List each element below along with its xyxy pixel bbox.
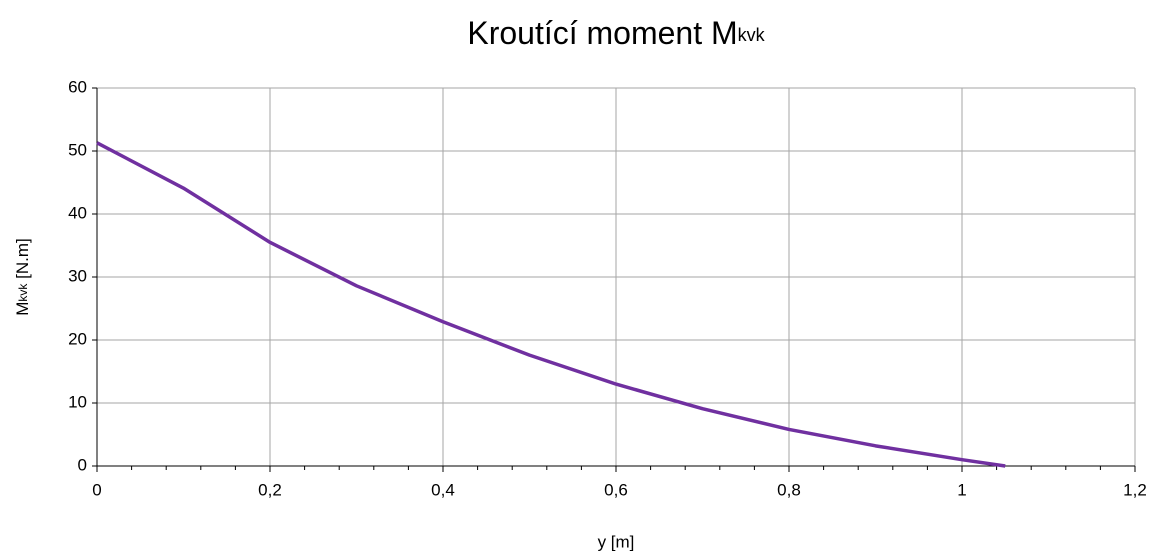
x-tick-label: 1,2 [1123, 480, 1147, 499]
y-tick-label: 40 [68, 203, 87, 222]
title-sub: kvk [738, 25, 766, 45]
y-tick-label: 50 [68, 140, 87, 159]
y-tick-label: 30 [68, 266, 87, 285]
x-tick-label: 0,4 [431, 480, 455, 499]
y-tick-label: 60 [68, 77, 87, 96]
y-axis-label: Mkvk [N.m] [13, 238, 32, 316]
x-tick-label: 0,8 [777, 480, 801, 499]
y-tick-label: 20 [68, 329, 87, 348]
chart-title: Kroutící moment Mkvk [467, 15, 765, 51]
y-tick-label: 0 [78, 455, 87, 474]
x-tick-label: 0,6 [604, 480, 628, 499]
y-label-sub: kvk [16, 283, 30, 302]
y-tick-label: 10 [68, 392, 87, 411]
y-label-unit: [N.m] [13, 238, 32, 283]
data-line [96, 141, 1006, 468]
x-tick-label: 0,2 [258, 480, 282, 499]
x-tick-label: 0 [92, 480, 101, 499]
y-label-main: M [13, 302, 32, 316]
x-axis-label: y [m] [598, 532, 635, 551]
x-tick-label: 1 [957, 480, 966, 499]
title-main: Kroutící moment M [467, 15, 737, 51]
